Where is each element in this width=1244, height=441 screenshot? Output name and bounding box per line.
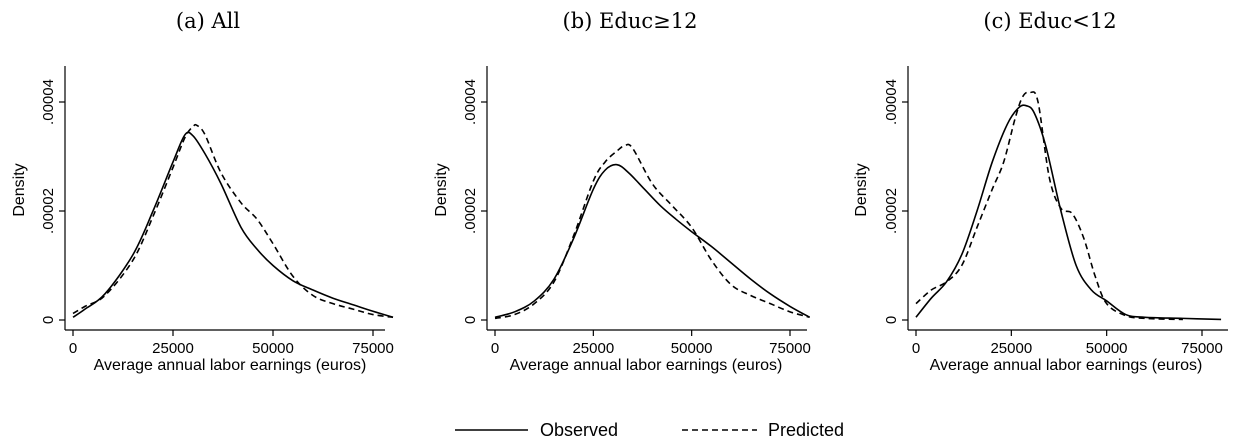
y-tick-label: .00004 (883, 79, 900, 125)
legend: Observed Predicted (455, 420, 844, 440)
x-tick-label: 50000 (671, 340, 713, 357)
x-tick-label: 50000 (1086, 340, 1128, 357)
y-tick-label: 0 (462, 316, 479, 324)
axes: 0 25000 50000 75000 0 .00002 .00004 (883, 66, 1228, 357)
x-axis-label: Average annual labor earnings (euros) (94, 357, 367, 374)
series-layer (494, 143, 811, 320)
legend-label-predicted: Predicted (768, 420, 844, 440)
series-line-observed (494, 163, 811, 319)
panel-all: (a) All Average annual labor earnings (e… (11, 9, 394, 374)
y-tick-label: 0 (40, 316, 57, 324)
x-tick-label: 0 (491, 340, 499, 357)
y-axis-label: Density (853, 163, 870, 216)
panel-title: (c) Educ<12 (983, 9, 1116, 33)
axes: 0 25000 50000 75000 0 .00002 .00004 (40, 66, 394, 357)
axes: 0 25000 50000 75000 0 .00002 .00004 (462, 66, 811, 357)
panel-title: (b) Educ≥12 (563, 9, 698, 33)
y-tick-label: 0 (883, 316, 900, 324)
x-tick-label: 0 (912, 340, 920, 357)
y-tick-label: .00004 (462, 79, 479, 125)
x-tick-label: 0 (69, 340, 77, 357)
y-tick-label: .00002 (462, 188, 479, 234)
x-tick-label: 25000 (152, 340, 194, 357)
y-tick-label: .00002 (883, 188, 900, 234)
x-axis-label: Average annual labor earnings (euros) (510, 357, 783, 374)
series-line-predicted (494, 143, 810, 320)
series-line-predicted (915, 91, 1183, 321)
x-tick-label: 75000 (352, 340, 394, 357)
panel-title: (a) All (176, 9, 240, 33)
x-tick-label: 25000 (572, 340, 614, 357)
y-axis-label: Density (11, 163, 28, 216)
series-layer (915, 91, 1222, 321)
series-line-predicted (72, 123, 394, 319)
y-axis-label: Density (433, 163, 450, 216)
legend-label-observed: Observed (540, 420, 618, 440)
series-layer (72, 123, 394, 319)
x-tick-label: 50000 (252, 340, 294, 357)
series-line-observed (72, 131, 394, 319)
x-tick-label: 75000 (1181, 340, 1223, 357)
panel-educ-lt-12: (c) Educ<12 Average annual labor earning… (853, 9, 1228, 374)
y-tick-label: .00004 (40, 79, 57, 125)
panel-educ-ge-12: (b) Educ≥12 Average annual labor earning… (433, 9, 811, 374)
y-tick-label: .00002 (40, 188, 57, 234)
x-axis-label: Average annual labor earnings (euros) (930, 357, 1203, 374)
x-tick-label: 25000 (990, 340, 1032, 357)
x-tick-label: 75000 (769, 340, 811, 357)
series-line-observed (915, 104, 1222, 321)
